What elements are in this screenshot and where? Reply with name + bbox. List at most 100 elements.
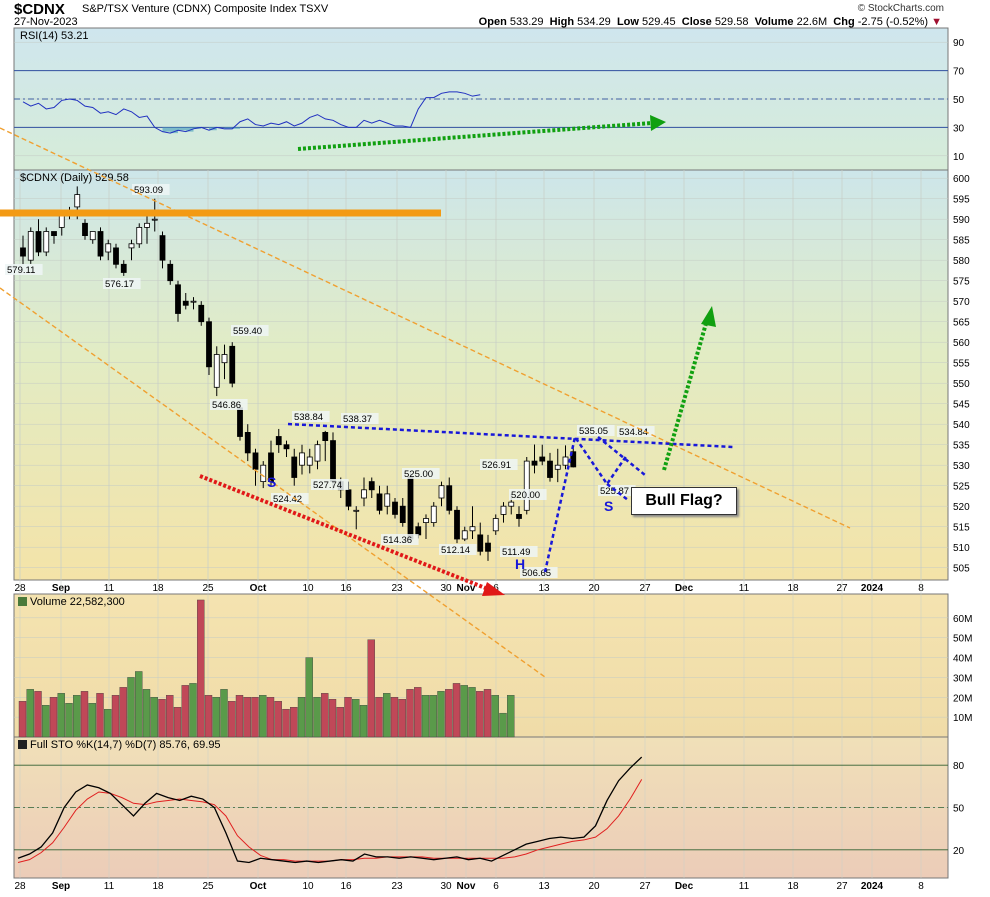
high-label: High: [549, 16, 575, 28]
candle-body: [128, 243, 135, 249]
volume-bar: [197, 599, 205, 738]
volume-panel: 10M 20M 30M 40M 50M 60M Volume 22,582,300: [14, 596, 972, 738]
volume-bar: [375, 697, 383, 738]
volume-bar: [243, 697, 251, 738]
price-tick-label: 545: [953, 400, 970, 411]
volume-bar: [398, 699, 406, 738]
price-label: 538.37: [343, 414, 372, 425]
annotations: S H S: [0, 115, 851, 678]
volume-bar: [189, 683, 197, 738]
candle-body: [392, 501, 398, 515]
volume-bar: [173, 707, 182, 738]
candle-body: [113, 247, 119, 265]
stockcharts-credit: © StockCharts.com: [857, 3, 944, 14]
price-tick-label: 585: [953, 236, 970, 247]
volume-bar: [390, 697, 399, 738]
volume-bar: [468, 687, 476, 738]
price-label: 538.84: [294, 412, 323, 423]
high-value: 534.29: [577, 16, 611, 28]
candle-body: [120, 263, 127, 273]
price-label-bg: [598, 485, 636, 496]
volume-bar: [212, 697, 220, 738]
candle-body: [74, 194, 81, 208]
volume-bar: [235, 695, 244, 738]
candle-body: [430, 505, 437, 524]
close-label: Close: [681, 16, 712, 28]
price-label-bg: [617, 426, 655, 437]
chg-value: -2.75 (-0.52%): [857, 16, 929, 28]
volume-bar: [406, 689, 414, 738]
volume-bar: [150, 697, 158, 738]
flag-channel: [597, 436, 646, 476]
x-tick-label: 27: [836, 881, 848, 892]
price-tick-label: 550: [953, 379, 970, 390]
candle-body: [508, 501, 515, 507]
candle-body: [291, 456, 298, 478]
sto-tick-label: 80: [953, 761, 965, 772]
close-value: 529.58: [714, 16, 749, 28]
x-tick-label: 27: [639, 881, 651, 892]
x-tick-label: 18: [152, 881, 164, 892]
shoulder-right-label: S: [604, 498, 613, 514]
price-label-bg: [577, 425, 615, 436]
candle-body: [461, 530, 468, 540]
candle-body: [136, 226, 143, 245]
chg-label: Chg: [833, 16, 855, 28]
price-tick-label: 565: [953, 318, 970, 329]
candle-body: [415, 526, 422, 536]
shoulder-left-label: S: [267, 474, 276, 490]
candle-body: [51, 231, 57, 236]
rsi-tick-label: 30: [953, 123, 965, 134]
candle-body: [477, 534, 484, 552]
volume-bar: [305, 657, 313, 738]
sto-tick-label: 50: [953, 804, 965, 815]
rsi-line: [22, 91, 481, 134]
red-arrow-head: [482, 582, 505, 596]
candle-body: [206, 321, 212, 368]
volume-bar: [367, 639, 375, 738]
price-label-bg: [520, 567, 558, 578]
price-label: 534.84: [619, 427, 648, 438]
volume-bar: [321, 693, 329, 738]
red-arrow-line: [199, 474, 494, 593]
price-tick-label: 575: [953, 277, 970, 288]
flag-upper: [543, 433, 629, 573]
volume-bar: [49, 697, 58, 738]
candle-body: [35, 231, 42, 253]
price-tick-label: 600: [953, 174, 970, 185]
ohlc-readout: Open 533.29 High 534.29 Low 529.45 Close…: [479, 16, 942, 28]
x-tick-label: 30: [440, 881, 452, 892]
candle-body: [97, 231, 104, 257]
bull-flag-callout: Bull Flag?: [631, 487, 737, 515]
low-label: Low: [616, 16, 639, 28]
candle-body: [175, 284, 181, 314]
candle-body: [144, 222, 150, 228]
price-label: 559.40: [233, 326, 262, 337]
price-label-bg: [311, 479, 349, 490]
volume-bar: [57, 693, 65, 738]
price-tick-label: 505: [953, 564, 970, 575]
candle-body: [438, 485, 445, 499]
volume-bar: [414, 687, 422, 738]
candle-body: [531, 460, 538, 466]
price-tick-label: 595: [953, 195, 970, 206]
price-label: 525.87: [600, 486, 629, 497]
price-label: 527.74: [313, 480, 342, 491]
volume-bar: [127, 677, 135, 738]
price-label: 525.00: [404, 469, 433, 480]
down-triangle-icon: ▼: [931, 16, 942, 28]
x-tick-label: Dec: [675, 881, 694, 892]
price-tick-label: 555: [953, 359, 970, 370]
breakout-arrow-head: [701, 306, 716, 327]
rsi-green-arrow-head: [650, 115, 666, 131]
x-tick-label: 28: [14, 881, 26, 892]
x-tick-label: 2024: [861, 881, 884, 892]
volume-bar: [445, 689, 453, 738]
volume-bar: [499, 712, 507, 738]
volume-bar: [313, 697, 321, 738]
price-label-bg: [271, 493, 309, 504]
price-label-bg: [292, 411, 330, 422]
candle-body: [500, 505, 507, 515]
price-label-bg: [480, 459, 518, 470]
volume-bar: [483, 689, 492, 738]
